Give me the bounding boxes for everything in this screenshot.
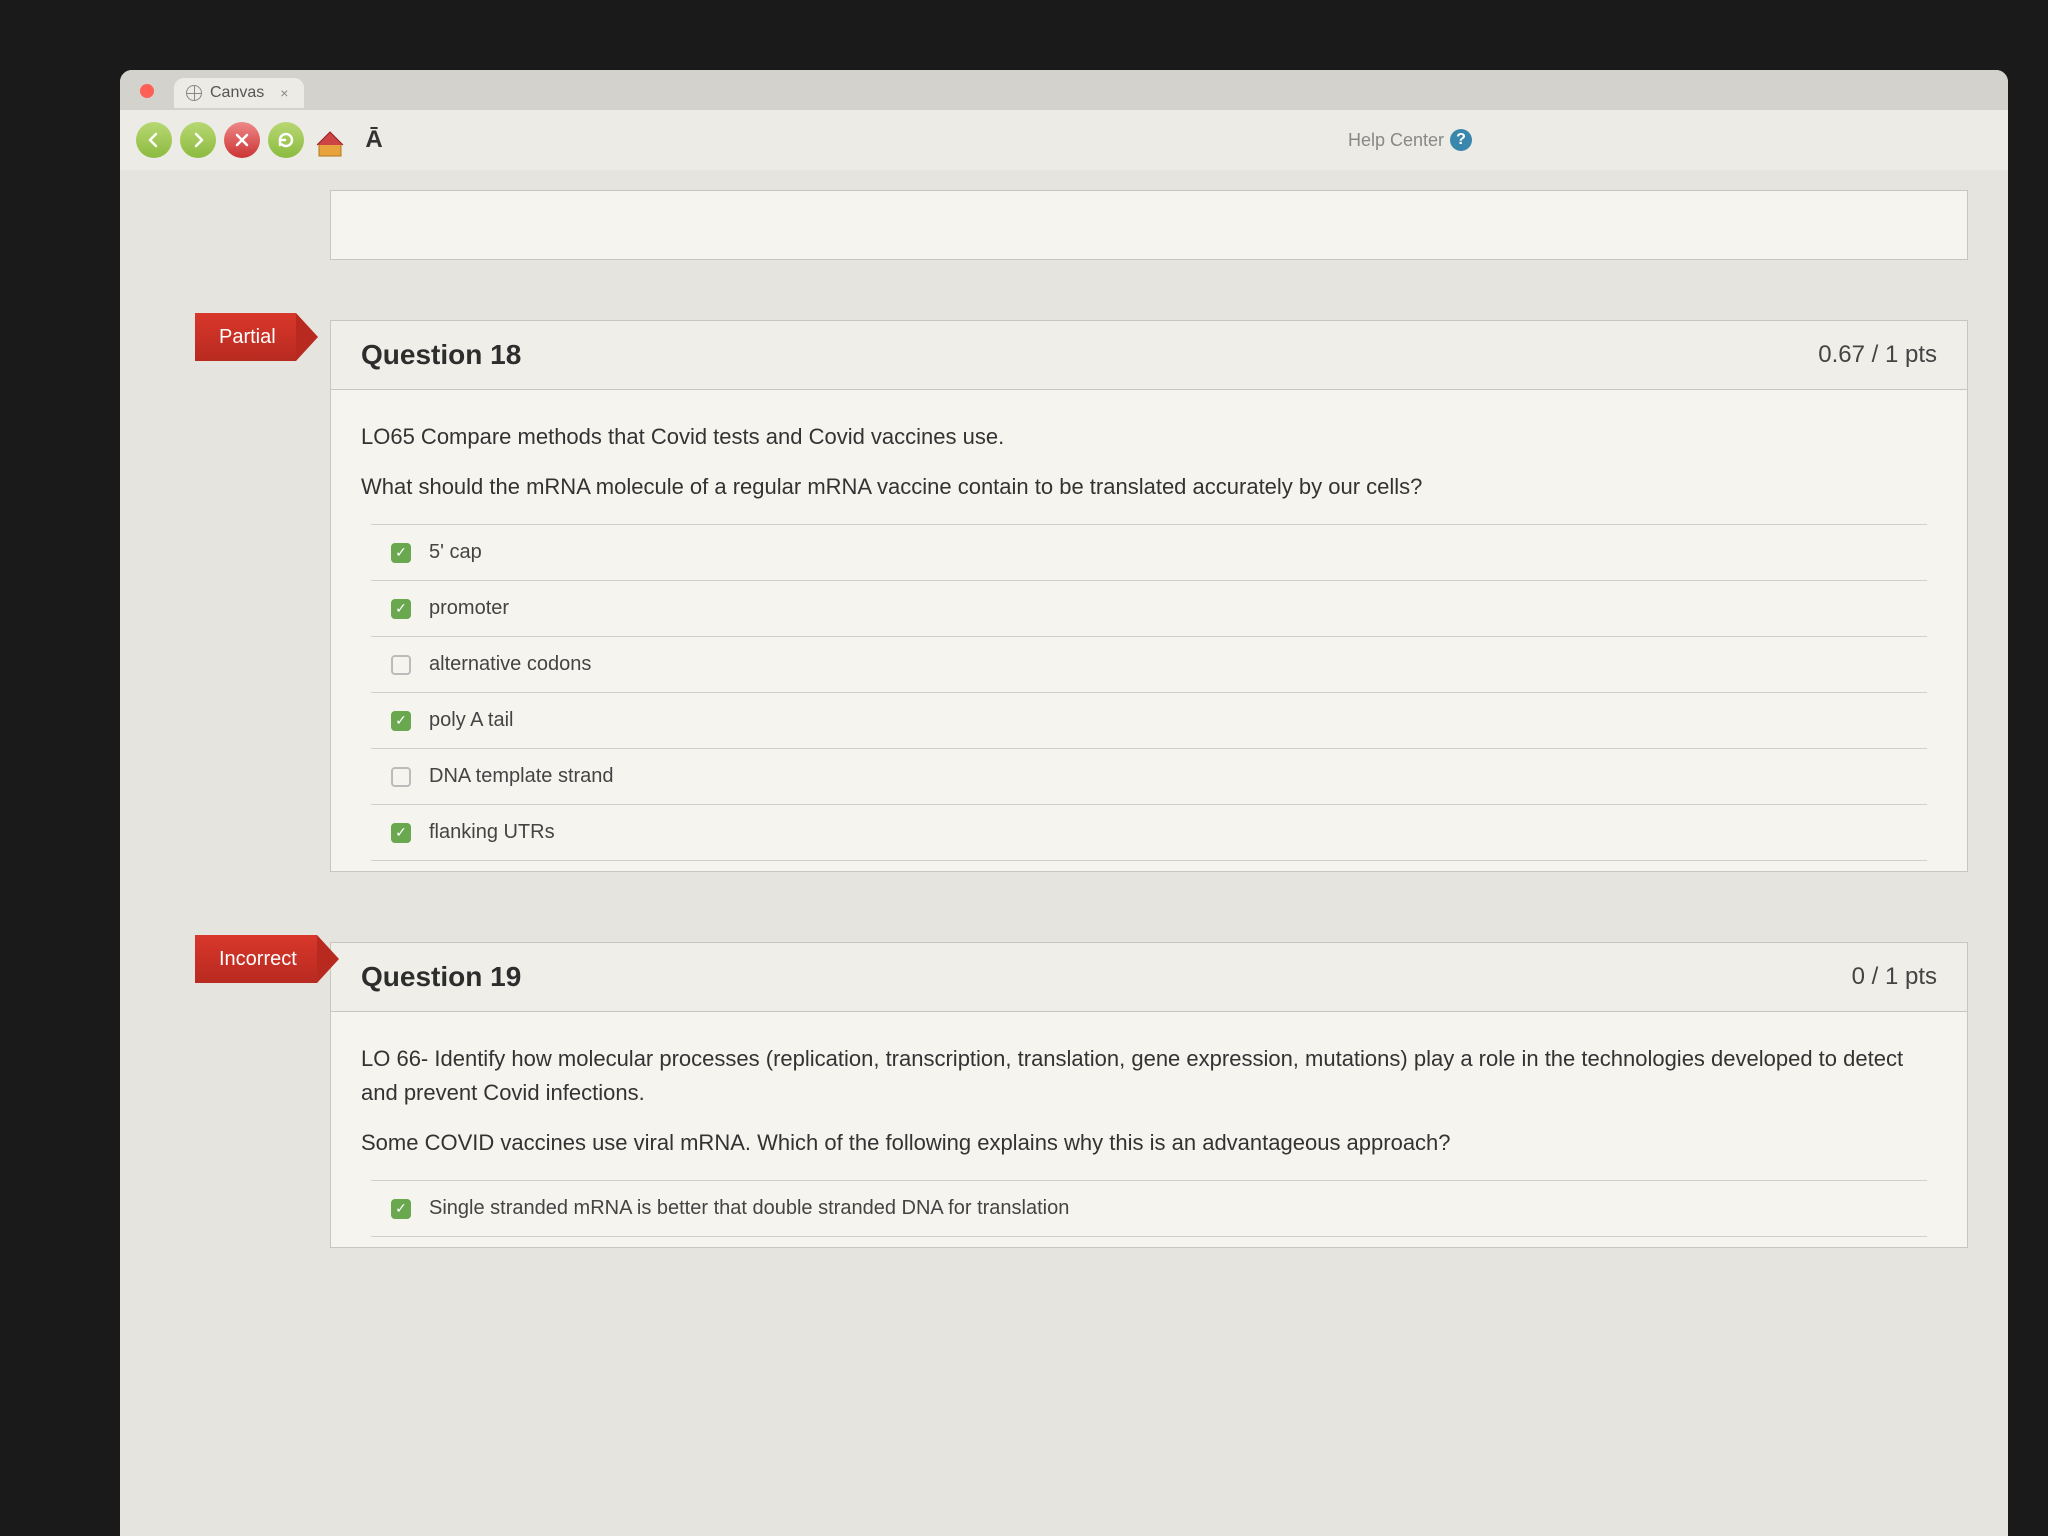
answer-label: poly A tail [429,709,514,732]
question-title: Question 19 [361,961,521,993]
back-button[interactable] [136,122,172,158]
question-body: LO65 Compare methods that Covid tests an… [331,390,1967,871]
previous-question-card [330,190,1968,260]
checkbox-icon: ✓ [391,599,411,619]
tab-close-icon[interactable]: × [280,85,288,101]
question-title: Question 18 [361,339,521,371]
answer-option[interactable]: ✓ poly A tail [371,692,1927,748]
window-close-button[interactable] [140,84,154,98]
checkbox-icon: ✓ [391,1199,411,1219]
forward-button[interactable] [180,122,216,158]
browser-toolbar: Ā Help Center ? [120,110,2008,170]
tab-title: Canvas [210,84,264,102]
question-header: Question 19 0 / 1 pts [331,943,1967,1012]
answer-label: Single stranded mRNA is better that doub… [429,1197,1069,1220]
help-icon: ? [1450,129,1472,151]
answer-label: flanking UTRs [429,821,555,844]
status-flag-label: Incorrect [195,935,317,983]
question-18-card: Partial Question 18 0.67 / 1 pts LO65 Co… [330,320,1968,872]
flag-arrow-icon [317,935,339,983]
question-19-card: Incorrect Question 19 0 / 1 pts LO 66- I… [330,942,1968,1248]
flag-arrow-icon [296,313,318,361]
checkbox-icon: ✓ [391,543,411,563]
question-header: Question 18 0.67 / 1 pts [331,321,1967,390]
reload-icon [276,130,296,150]
answer-option[interactable]: alternative codons [371,636,1927,692]
checkbox-icon [391,767,411,787]
question-points: 0.67 / 1 pts [1818,341,1937,369]
answer-label: promoter [429,597,509,620]
question-prompt-line: Some COVID vaccines use viral mRNA. Whic… [361,1126,1937,1160]
home-icon [315,130,345,158]
tab-bar: Canvas × [120,70,2008,110]
page-content: Partial Question 18 0.67 / 1 pts LO65 Co… [120,170,2008,1536]
answer-label: alternative codons [429,653,591,676]
answer-list: ✓ Single stranded mRNA is better that dou… [371,1180,1927,1237]
arrow-right-icon [190,132,206,148]
globe-icon [186,85,202,101]
question-prompt-line: LO 66- Identify how molecular processes … [361,1042,1937,1110]
status-flag: Partial [195,313,318,361]
answer-option[interactable]: ✓ 5' cap [371,524,1927,580]
question-body: LO 66- Identify how molecular processes … [331,1012,1967,1247]
question-points: 0 / 1 pts [1852,963,1937,991]
browser-tab[interactable]: Canvas × [174,78,304,108]
status-flag: Incorrect [195,935,339,983]
status-flag-label: Partial [195,313,296,361]
answer-label: 5' cap [429,541,482,564]
answer-list: ✓ 5' cap ✓ promoter alternative codons ✓ poly … [371,524,1927,861]
font-glyph: Ā [365,126,382,154]
answer-option[interactable]: ✓ flanking UTRs [371,804,1927,861]
x-icon [234,132,250,148]
font-size-button[interactable]: Ā [356,122,392,158]
answer-option[interactable]: ✓ Single stranded mRNA is better that dou… [371,1180,1927,1237]
answer-option[interactable]: ✓ promoter [371,580,1927,636]
help-center-link[interactable]: Help Center ? [1348,129,1472,151]
home-button[interactable] [312,122,348,158]
stop-button[interactable] [224,122,260,158]
checkbox-icon [391,655,411,675]
question-prompt-line: What should the mRNA molecule of a regul… [361,470,1937,504]
checkbox-icon: ✓ [391,711,411,731]
arrow-left-icon [146,132,162,148]
question-prompt-line: LO65 Compare methods that Covid tests an… [361,420,1937,454]
help-center-label: Help Center [1348,130,1444,151]
browser-window: Canvas × Ā Help Center ? [120,70,2008,1536]
checkbox-icon: ✓ [391,823,411,843]
answer-option[interactable]: DNA template strand [371,748,1927,804]
reload-button[interactable] [268,122,304,158]
answer-label: DNA template strand [429,765,614,788]
